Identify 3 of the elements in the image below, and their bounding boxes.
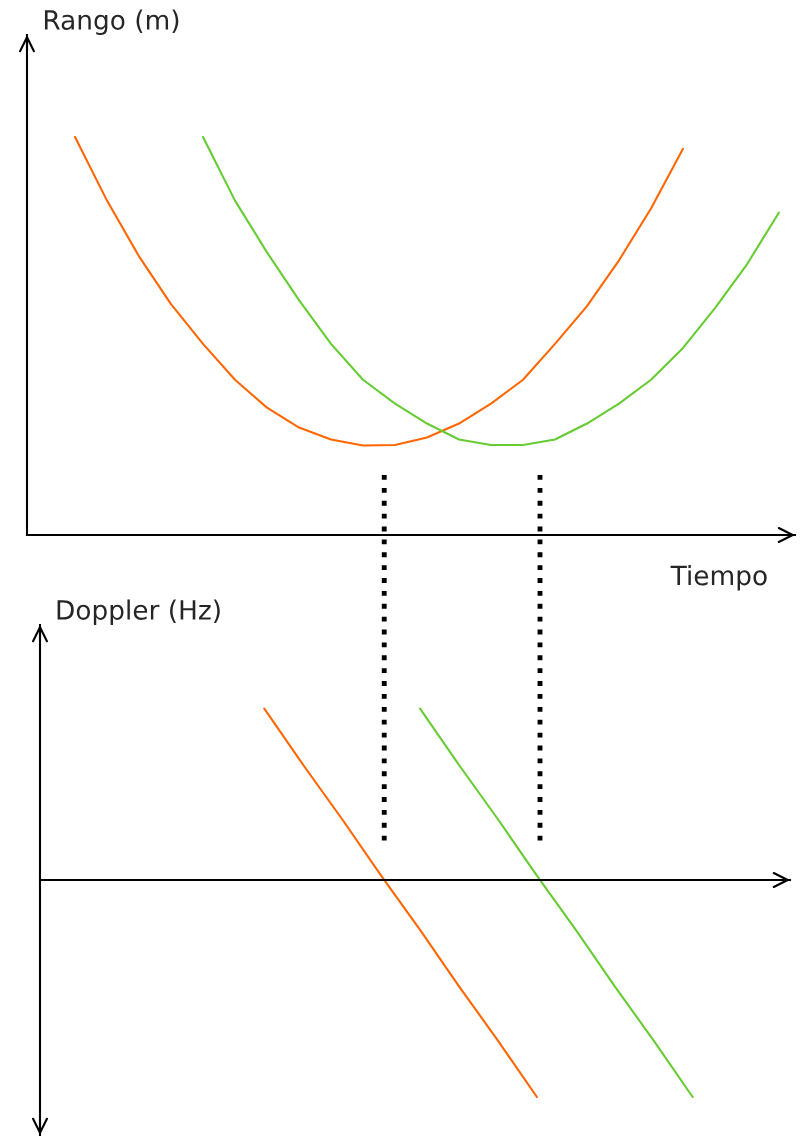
x-axis-title: Tiempo (670, 565, 767, 591)
y-axis-title: Rango (m) (44, 9, 179, 35)
y-axis-title: Doppler (Hz) (57, 599, 220, 625)
